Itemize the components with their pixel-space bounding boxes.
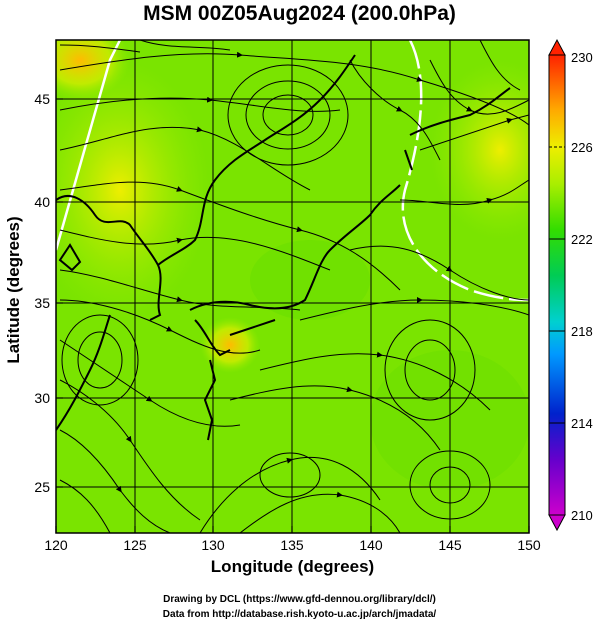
colorbar-scale [548, 54, 566, 516]
map-title: MSM 00Z05Aug2024 (200.0hPa) [143, 2, 456, 25]
x-axis-label: Longitude (degrees) [210, 557, 375, 576]
x-tick-label: 130 [201, 537, 225, 553]
y-tick-label: 45 [34, 91, 50, 107]
colorbar-tick-label: 218 [571, 324, 593, 339]
x-tick-label: 145 [438, 537, 462, 553]
streamlines [59, 40, 529, 533]
colorbar-tick-label: 214 [571, 416, 593, 431]
y-tick-label: 35 [34, 295, 50, 311]
x-tick-label: 140 [359, 537, 383, 553]
colorbar: 230 226 222 218 214 210 [548, 38, 593, 532]
x-tick-label: 135 [280, 537, 304, 553]
credit-line-data: Data from http://database.rish.kyoto-u.a… [162, 609, 437, 620]
colorbar-bottom-arrow [548, 514, 566, 532]
y-tick-label: 25 [34, 479, 50, 495]
contour-line [56, 40, 122, 251]
x-tick-label: 150 [517, 537, 541, 553]
credit-line-drawing: Drawing by DCL (https://www.gfd-dennou.o… [163, 594, 436, 605]
x-tick-label: 120 [44, 537, 68, 553]
colorbar-tick-label: 226 [571, 140, 593, 155]
colorbar-tick-label: 222 [571, 232, 593, 247]
y-tick-label: 30 [34, 390, 50, 406]
x-tick-label: 125 [123, 537, 147, 553]
colorbar-max-label: 230 [571, 50, 593, 65]
y-tick-label: 40 [34, 194, 50, 210]
colorbar-top-arrow [548, 38, 566, 56]
warm-patch [200, 317, 260, 373]
y-axis-label: Latitude (degrees) [4, 216, 23, 364]
colorbar-min-label: 210 [571, 508, 593, 523]
